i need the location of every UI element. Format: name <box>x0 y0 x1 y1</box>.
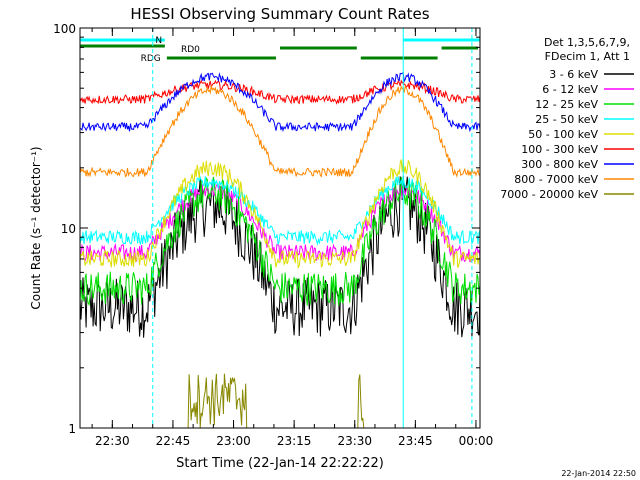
axes: 1 10 100 22:30 22:45 23:00 23:15 23:30 23:45 00:0… <box>53 22 493 448</box>
legend-header-1: Det 1,3,5,6,7,9, <box>544 36 630 49</box>
x-tick-label-5: 23:30 <box>337 434 372 448</box>
x-axis-label: Start Time (22-Jan-14 22:22:22) <box>176 456 384 471</box>
series-line-6 <box>79 79 481 105</box>
y-tick-label-1: 1 <box>68 422 76 436</box>
x-tick-label-6: 23:45 <box>398 434 433 448</box>
series-line-8 <box>79 84 481 178</box>
legend-entry-5: 50 - 100 keV <box>528 128 598 141</box>
legend-header-2: FDecim 1, Att 1 <box>545 50 630 63</box>
legend-entry-8: 800 - 7000 keV <box>514 173 598 186</box>
x-tick-label-1: 22:30 <box>95 434 130 448</box>
series-line-5 <box>79 159 481 269</box>
chart-title: HESSI Observing Summary Count Rates <box>130 5 429 23</box>
y-tick-label-3: 100 <box>53 22 76 36</box>
series-line-4 <box>79 175 481 246</box>
y-tick-label-2: 10 <box>61 222 76 236</box>
legend-entry-7: 300 - 800 keV <box>521 158 598 171</box>
night-flag-label: N <box>155 36 162 46</box>
legend-entry-2: 6 - 12 keV <box>542 83 598 96</box>
rdg-flag-label: RDG <box>141 54 161 64</box>
legend-entry-1: 3 - 6 keV <box>549 68 598 81</box>
rd0-flag-label: RD0 <box>181 45 200 55</box>
legend-entry-6: 100 - 300 keV <box>521 143 598 156</box>
legend-entry-3: 12 - 25 keV <box>535 98 598 111</box>
legend-entry-4: 25 - 50 keV <box>535 113 598 126</box>
legend-entry-9: 7000 - 20000 keV <box>500 188 598 201</box>
x-tick-label-7: 00:00 <box>459 434 494 448</box>
x-tick-label-2: 22:45 <box>156 434 191 448</box>
series-line-7 <box>79 71 481 133</box>
x-tick-label-4: 23:15 <box>277 434 312 448</box>
series-layer <box>79 71 481 429</box>
legend: Det 1,3,5,6,7,9,FDecim 1, Att 1 3 - 6 keV… <box>500 36 634 201</box>
flag-bars: N RD0 RDG <box>80 36 480 64</box>
x-tick-label-3: 23:00 <box>216 434 251 448</box>
footer-date: 22-Jan-2014 22:50 <box>561 469 636 478</box>
y-axis-label: Count Rate (s⁻¹ detector⁻¹) <box>29 146 43 309</box>
